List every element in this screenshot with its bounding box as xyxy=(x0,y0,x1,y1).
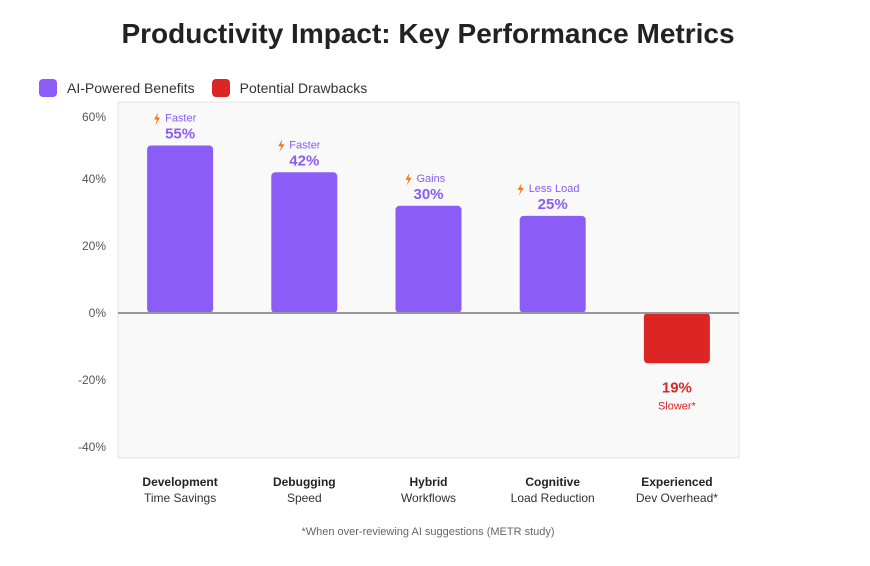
x-tick-sublabel: Workflows xyxy=(401,491,456,505)
lightning-icon xyxy=(517,182,524,196)
value-label: 42% xyxy=(289,152,319,169)
legend: AI-Powered Benefits Potential Drawbacks xyxy=(39,79,384,97)
y-tick-label: -40% xyxy=(78,440,106,454)
value-label: 25% xyxy=(538,196,568,213)
value-label: 30% xyxy=(413,186,443,203)
legend-label-benefits: AI-Powered Benefits xyxy=(67,80,195,96)
value-label: 55% xyxy=(165,126,195,143)
y-tick-label: 60% xyxy=(82,110,106,124)
legend-item-drawbacks[interactable]: Potential Drawbacks xyxy=(211,79,368,97)
annotation-label: Less Load xyxy=(529,183,580,195)
bar xyxy=(147,145,214,313)
x-tick-label: Cognitive xyxy=(525,475,580,489)
annotation-label: Faster xyxy=(165,113,197,125)
x-tick-label: Experienced xyxy=(641,475,712,489)
y-tick-label: 0% xyxy=(89,306,107,320)
y-tick-label: 40% xyxy=(82,172,106,186)
bar xyxy=(271,172,338,313)
legend-swatch-drawbacks xyxy=(211,79,230,97)
lightning-icon xyxy=(405,172,412,186)
bar xyxy=(395,205,462,313)
x-tick-label: Hybrid xyxy=(409,475,447,489)
legend-swatch-benefits xyxy=(39,79,57,97)
x-tick-sublabel: Dev Overhead* xyxy=(636,491,718,505)
legend-item-benefits[interactable]: AI-Powered Benefits xyxy=(39,79,195,97)
x-tick-sublabel: Time Savings xyxy=(144,491,216,505)
annotation-label: Faster xyxy=(289,139,321,151)
annotation-label: Slower* xyxy=(658,400,697,412)
y-tick-label: 20% xyxy=(82,239,106,253)
x-tick-label: Development xyxy=(142,475,217,489)
lightning-icon xyxy=(154,112,161,126)
y-tick-label: -20% xyxy=(78,373,106,387)
annotation-label: Gains xyxy=(417,173,446,185)
legend-label-drawbacks: Potential Drawbacks xyxy=(239,80,368,96)
chart-title: Productivity Impact: Key Performance Met… xyxy=(121,18,735,49)
bar xyxy=(519,215,586,313)
value-label: 19% xyxy=(662,379,692,396)
bar xyxy=(643,313,710,364)
x-tick-label: Debugging xyxy=(273,475,336,489)
lightning-icon xyxy=(278,139,285,153)
x-tick-sublabel: Speed xyxy=(287,491,322,505)
footnote: *When over-reviewing AI suggestions (MET… xyxy=(301,526,555,538)
x-tick-sublabel: Load Reduction xyxy=(511,491,595,505)
